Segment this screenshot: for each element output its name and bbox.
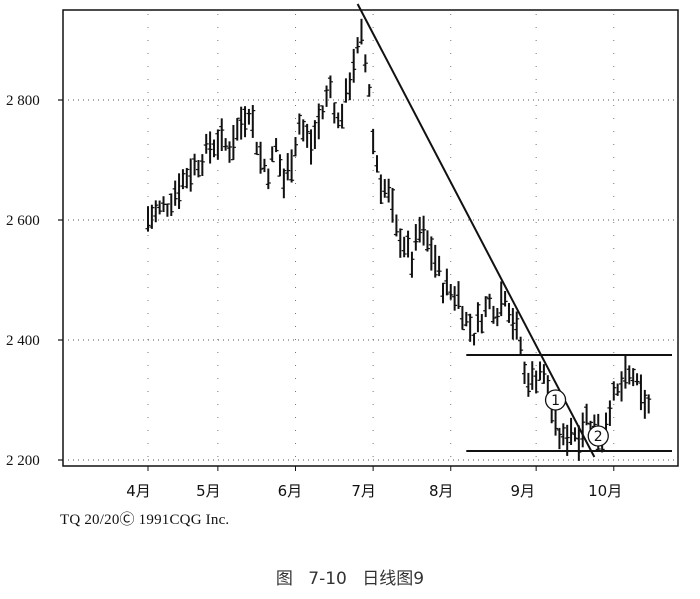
y-tick-label: 2 600 [6, 213, 40, 229]
copyright-text: TQ 20/20Ⓒ 1991CQG Inc. [60, 512, 230, 528]
plot-frame [62, 9, 679, 467]
y-tick-label: 2 200 [6, 453, 40, 469]
x-tick-label: 9月 [511, 482, 536, 500]
downtrend-line [356, 3, 596, 458]
x-tick-label: 6月 [278, 482, 303, 500]
x-tick-label: 4月 [126, 482, 151, 500]
y-tick-label: 2 800 [6, 93, 40, 109]
x-tick-label: 10月 [588, 482, 622, 500]
x-tick-label: 7月 [351, 482, 376, 500]
price-bars [145, 18, 652, 461]
annotation-circle [544, 389, 567, 411]
figure-caption: 图 7-10 日线图9 [275, 569, 425, 589]
y-tick-label: 2 400 [6, 333, 40, 349]
x-tick-label: 8月 [429, 482, 454, 500]
annotation-circle [587, 425, 609, 447]
annotation-label: 2 [594, 429, 603, 445]
x-tick-label: 5月 [196, 482, 221, 500]
annotation-label: 1 [551, 393, 560, 409]
